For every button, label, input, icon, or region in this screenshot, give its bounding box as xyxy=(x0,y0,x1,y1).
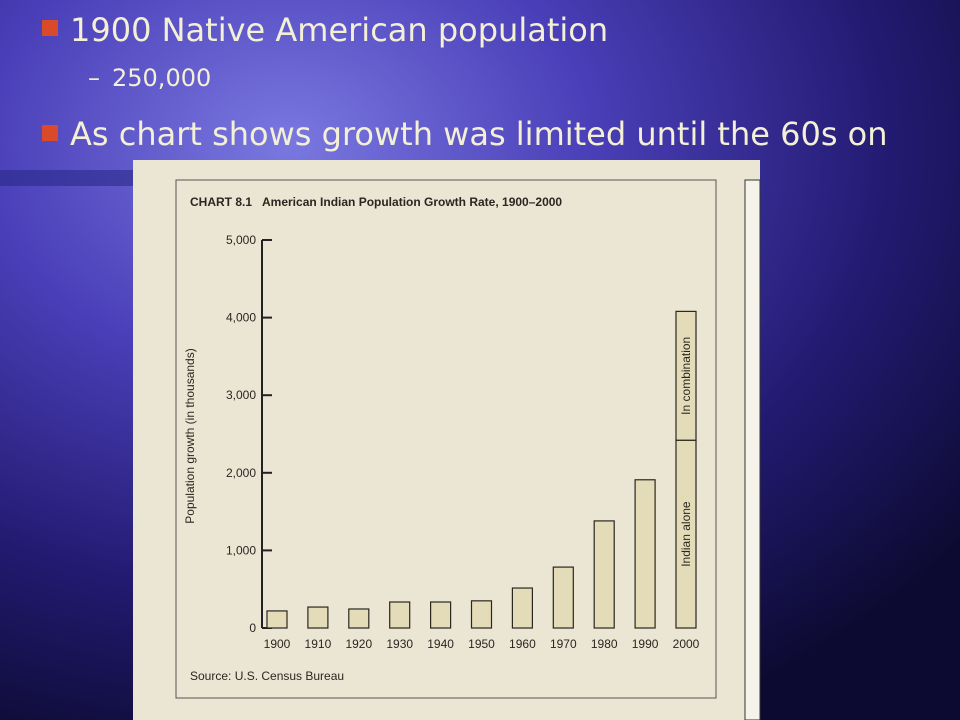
y-tick-label: 1,000 xyxy=(226,543,256,557)
bar xyxy=(266,610,288,629)
bullet-text: 1900 Native American population xyxy=(70,11,608,49)
bullet-icon xyxy=(42,20,58,36)
x-tick-label: 1900 xyxy=(264,637,291,651)
y-axis-label: Population growth (in thousands) xyxy=(183,348,197,523)
bar xyxy=(307,606,329,629)
x-tick-label: 1950 xyxy=(468,637,495,651)
y-tick-label: 2,000 xyxy=(226,466,256,480)
scan-edge xyxy=(744,179,761,720)
x-tick-label: 1930 xyxy=(386,637,413,651)
bar xyxy=(430,601,452,629)
chart-label: CHART 8.1 xyxy=(190,195,252,209)
x-tick-label: 1940 xyxy=(427,637,454,651)
x-tick-label: 2000 xyxy=(673,637,700,651)
bar xyxy=(634,479,656,629)
chart-title: American Indian Population Growth Rate, … xyxy=(262,195,562,209)
sub-bullet-dash: – xyxy=(88,64,100,92)
bar xyxy=(470,600,493,629)
x-tick-label: 1990 xyxy=(632,637,659,651)
x-tick-label: 1910 xyxy=(305,637,332,651)
bar xyxy=(348,608,370,629)
x-tick-label: 1970 xyxy=(550,637,577,651)
y-tick-label: 5,000 xyxy=(226,233,256,247)
bullet-icon xyxy=(42,125,58,141)
y-tick-label: 4,000 xyxy=(226,311,256,325)
source: Source: U.S. Census Bureau xyxy=(190,669,344,683)
bar xyxy=(511,587,534,629)
bar xyxy=(593,520,615,629)
y-tick-label: 3,000 xyxy=(226,388,256,402)
bar xyxy=(389,601,411,629)
series-label: In combination xyxy=(679,337,693,415)
decor-band xyxy=(0,170,135,186)
bar xyxy=(552,566,574,629)
bar xyxy=(675,310,697,441)
sub-bullet-text: 250,000 xyxy=(112,64,211,92)
series-label: Indian alone xyxy=(679,501,693,567)
x-tick-label: 1980 xyxy=(591,637,618,651)
y-tick-label: 0 xyxy=(249,621,256,635)
bullet-text: As chart shows growth was limited until … xyxy=(70,115,888,153)
x-tick-label: 1920 xyxy=(345,637,372,651)
x-tick-label: 1960 xyxy=(509,637,536,651)
chart-frame xyxy=(175,179,717,699)
